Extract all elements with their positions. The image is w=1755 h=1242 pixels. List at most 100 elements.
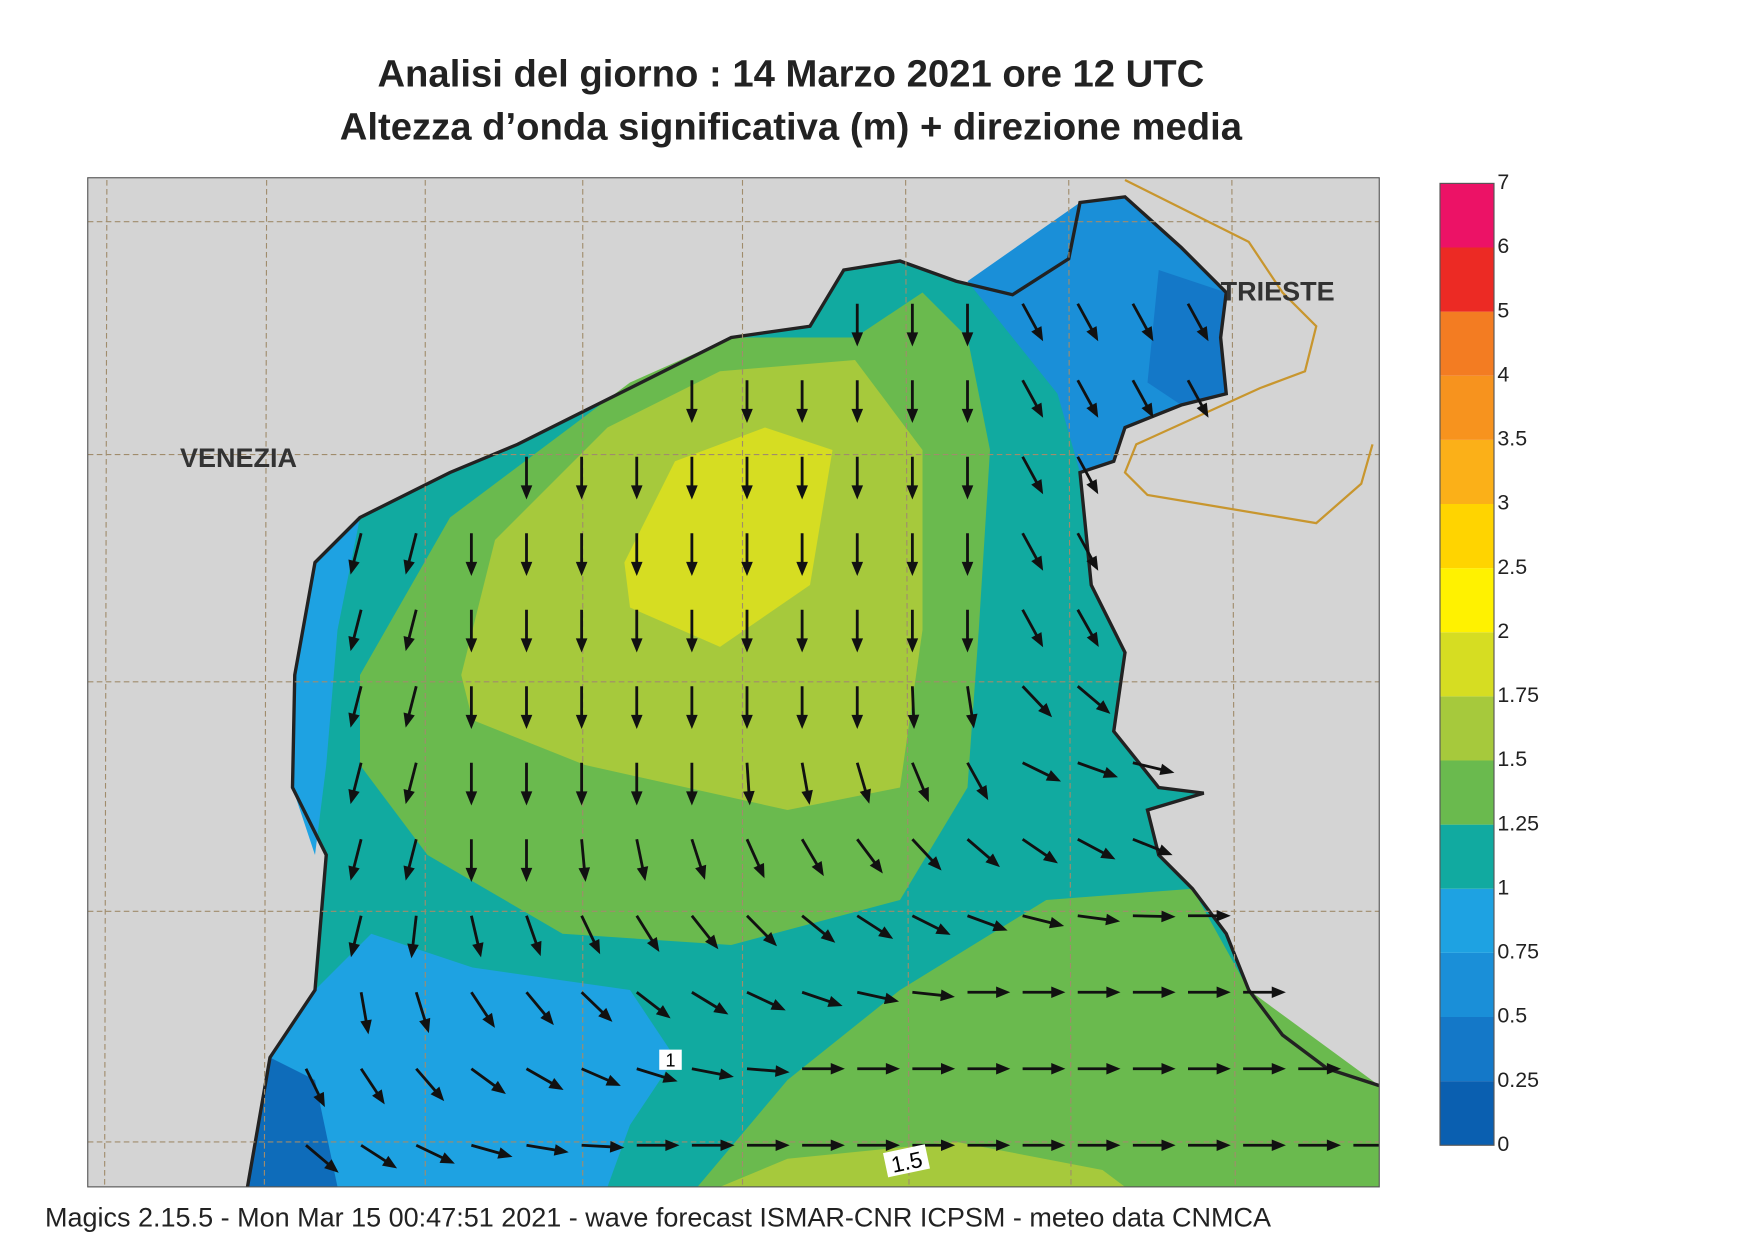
arrow-head bbox=[1048, 917, 1065, 929]
subtitle: Altezza d’onda significativa (m) + direz… bbox=[340, 106, 1243, 149]
arrow-head bbox=[796, 408, 808, 423]
arrow-head bbox=[520, 638, 533, 653]
arrow-head bbox=[1161, 1139, 1176, 1152]
arrow-head bbox=[1141, 326, 1154, 342]
arrow-head bbox=[859, 788, 871, 804]
arrow-head bbox=[918, 786, 929, 803]
arrow-head bbox=[630, 714, 643, 729]
colorbar-bin bbox=[1440, 1017, 1494, 1082]
arrow-head bbox=[961, 561, 974, 576]
contour-label-group: 1.5 bbox=[883, 1144, 930, 1178]
arrow-head bbox=[1157, 844, 1173, 856]
colorbar-bin bbox=[1440, 696, 1494, 761]
arrow-head bbox=[1382, 1139, 1396, 1151]
colorbar: 0 0.25 0.5 0.75 1 1.25 1.5 1.75 2 2.5 3 3.5 4 5 6 7 bbox=[1439, 170, 1539, 1156]
arrow-head bbox=[605, 1074, 621, 1086]
arrow-head bbox=[796, 714, 808, 729]
arrow-head bbox=[520, 867, 533, 882]
arrow-head bbox=[686, 485, 698, 500]
border bbox=[1123, 178, 1374, 525]
wave-zone bbox=[697, 888, 1380, 1187]
arrow-head bbox=[966, 713, 978, 729]
arrow-head bbox=[1161, 986, 1176, 999]
title: Analisi del giorno : 14 Marzo 2021 ore 1… bbox=[377, 53, 1204, 96]
arrow-head bbox=[403, 712, 415, 728]
arrow-head bbox=[906, 332, 919, 347]
colorbar-label: 0.25 bbox=[1497, 1068, 1539, 1092]
arrow-head bbox=[403, 636, 415, 652]
arrow-head bbox=[646, 936, 660, 953]
colorbar-bin bbox=[1440, 375, 1494, 440]
arrow-head bbox=[906, 408, 919, 423]
arrow-field bbox=[304, 303, 1396, 1173]
arrow-head bbox=[407, 943, 419, 959]
arrow-head bbox=[324, 1159, 339, 1173]
colorbar-label: 5 bbox=[1497, 298, 1509, 322]
arrow-head bbox=[741, 408, 753, 423]
arrow-head bbox=[575, 561, 588, 576]
arrow-head bbox=[1106, 1062, 1121, 1075]
arrow-head bbox=[869, 858, 883, 874]
arrow-head bbox=[382, 1155, 398, 1169]
arrow-head bbox=[348, 865, 360, 881]
arrow-head bbox=[796, 561, 808, 576]
colorbar-label: 3 bbox=[1497, 491, 1509, 515]
arrow-head bbox=[1326, 1139, 1341, 1152]
arrow-head bbox=[830, 1062, 845, 1075]
arrow-head bbox=[811, 860, 824, 877]
arrow-head bbox=[655, 1005, 671, 1019]
arrow-head bbox=[482, 1012, 495, 1028]
arrow-head bbox=[348, 559, 360, 575]
colorbar-bin bbox=[1440, 888, 1494, 953]
arrow-head bbox=[851, 408, 864, 423]
arrow-head bbox=[491, 1080, 506, 1094]
colorbar-bin bbox=[1440, 760, 1494, 825]
arrow-head bbox=[1271, 986, 1286, 999]
coastline bbox=[245, 195, 1380, 1187]
arrow-head bbox=[1086, 555, 1099, 571]
colorbar-bin bbox=[1440, 824, 1494, 889]
wave-zone bbox=[247, 933, 675, 1187]
colorbar-label: 6 bbox=[1497, 234, 1509, 258]
colorbar-label: 7 bbox=[1497, 170, 1509, 194]
colorbar-label: 1.5 bbox=[1497, 747, 1527, 771]
arrow-head bbox=[598, 1007, 613, 1022]
colorbar-bin bbox=[1440, 439, 1494, 504]
arrow-head bbox=[927, 856, 942, 871]
arrow-head bbox=[1216, 1139, 1231, 1152]
arrow-head bbox=[430, 1086, 445, 1102]
arrow-head bbox=[718, 1068, 734, 1080]
arrow-head bbox=[575, 714, 588, 729]
arrow-head bbox=[743, 790, 755, 806]
arrow-head bbox=[796, 638, 808, 653]
arrow-head bbox=[996, 1139, 1011, 1152]
colorbar-bin bbox=[1440, 311, 1494, 376]
colorbar-label: 0 bbox=[1497, 1132, 1509, 1156]
arrow-head bbox=[1051, 1139, 1066, 1152]
map-frame bbox=[87, 177, 1380, 1188]
arrow-head bbox=[348, 789, 360, 805]
colorbar-label: 2.5 bbox=[1497, 555, 1527, 579]
arrow-head bbox=[935, 923, 951, 935]
arrow-head bbox=[1051, 1062, 1066, 1075]
arrow-head bbox=[713, 1002, 729, 1015]
arrow-head bbox=[985, 853, 1000, 868]
arrow-head bbox=[770, 999, 786, 1011]
arrow-head bbox=[1216, 986, 1231, 999]
colorbar-bin bbox=[1440, 632, 1494, 697]
arrow-head bbox=[665, 1139, 680, 1152]
colorbar-label: 2 bbox=[1497, 619, 1509, 643]
arrow-head bbox=[686, 714, 698, 729]
arrow-head bbox=[630, 485, 643, 500]
arrow-head bbox=[1106, 986, 1121, 999]
colorbar-label: 1 bbox=[1497, 875, 1509, 899]
colorbar-bin bbox=[1440, 183, 1494, 248]
arrow-head bbox=[906, 638, 919, 653]
arrow-head bbox=[1031, 326, 1044, 342]
arrow-head bbox=[686, 408, 698, 423]
arrow-head bbox=[796, 485, 808, 500]
contour-label-box bbox=[659, 1049, 682, 1070]
arrow-head bbox=[630, 561, 643, 576]
arrow-head bbox=[741, 485, 753, 500]
arrow-head bbox=[961, 332, 974, 347]
